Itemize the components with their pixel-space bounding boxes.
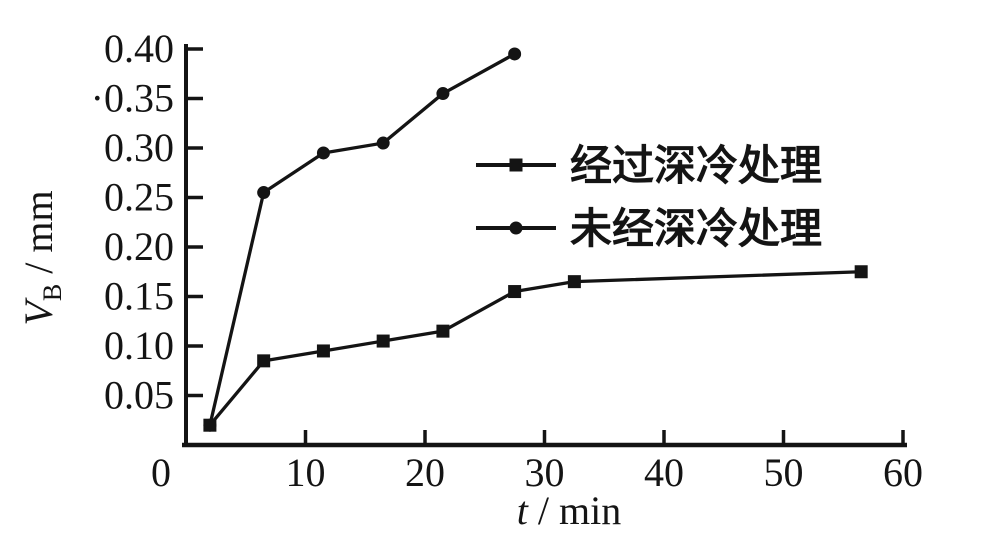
y-tick-label: 0.10 bbox=[104, 323, 174, 368]
legend-label-0: 经过深冷处理 bbox=[570, 142, 822, 189]
legend-0-square-marker bbox=[509, 158, 523, 172]
data-point-series-1-circle-marker bbox=[508, 47, 522, 61]
data-point-series-0-square-marker bbox=[376, 334, 390, 348]
legend-1-circle-marker bbox=[509, 221, 523, 235]
y-tick-label: 0.20 bbox=[104, 224, 174, 269]
data-point-series-0-square-marker bbox=[854, 265, 868, 279]
y-tick-label: 0.30 bbox=[104, 125, 174, 170]
data-point-series-0-square-marker bbox=[316, 344, 330, 358]
data-point-series-1-circle-marker bbox=[203, 418, 217, 432]
x-axis-title: t / min bbox=[517, 488, 621, 533]
x-tick-label: 20 bbox=[405, 450, 445, 495]
data-point-series-1-circle-marker bbox=[436, 87, 450, 101]
data-point-series-0-square-marker bbox=[436, 324, 450, 338]
x-tick-label: 60 bbox=[883, 450, 923, 495]
data-point-series-1-circle-marker bbox=[316, 146, 330, 160]
series-line-0 bbox=[208, 270, 862, 427]
y-axis-title: VB / mm bbox=[16, 190, 67, 325]
y-tick-label: 0.25 bbox=[104, 175, 174, 220]
x-tick-label: 40 bbox=[644, 450, 684, 495]
data-point-series-0-square-marker bbox=[508, 285, 522, 299]
data-point-series-1-circle-marker bbox=[257, 186, 271, 200]
y-tick-label: 0.40 bbox=[104, 26, 174, 71]
data-point-series-0-square-marker bbox=[567, 275, 581, 289]
x-tick-label: 10 bbox=[286, 450, 326, 495]
x-tick-label: 30 bbox=[525, 450, 565, 495]
data-point-series-0-square-marker bbox=[257, 354, 271, 368]
series-line-1 bbox=[208, 52, 516, 426]
data-point-series-1-circle-marker bbox=[376, 136, 390, 150]
legend-label-1: 未经深冷处理 bbox=[570, 205, 822, 252]
x-tick-label: 0 bbox=[151, 450, 171, 495]
y-tick-label: ·0.35 bbox=[91, 76, 174, 121]
x-tick-label: 50 bbox=[764, 450, 804, 495]
y-tick-label: 0.15 bbox=[104, 274, 174, 319]
y-tick-label: 0.05 bbox=[104, 373, 174, 418]
